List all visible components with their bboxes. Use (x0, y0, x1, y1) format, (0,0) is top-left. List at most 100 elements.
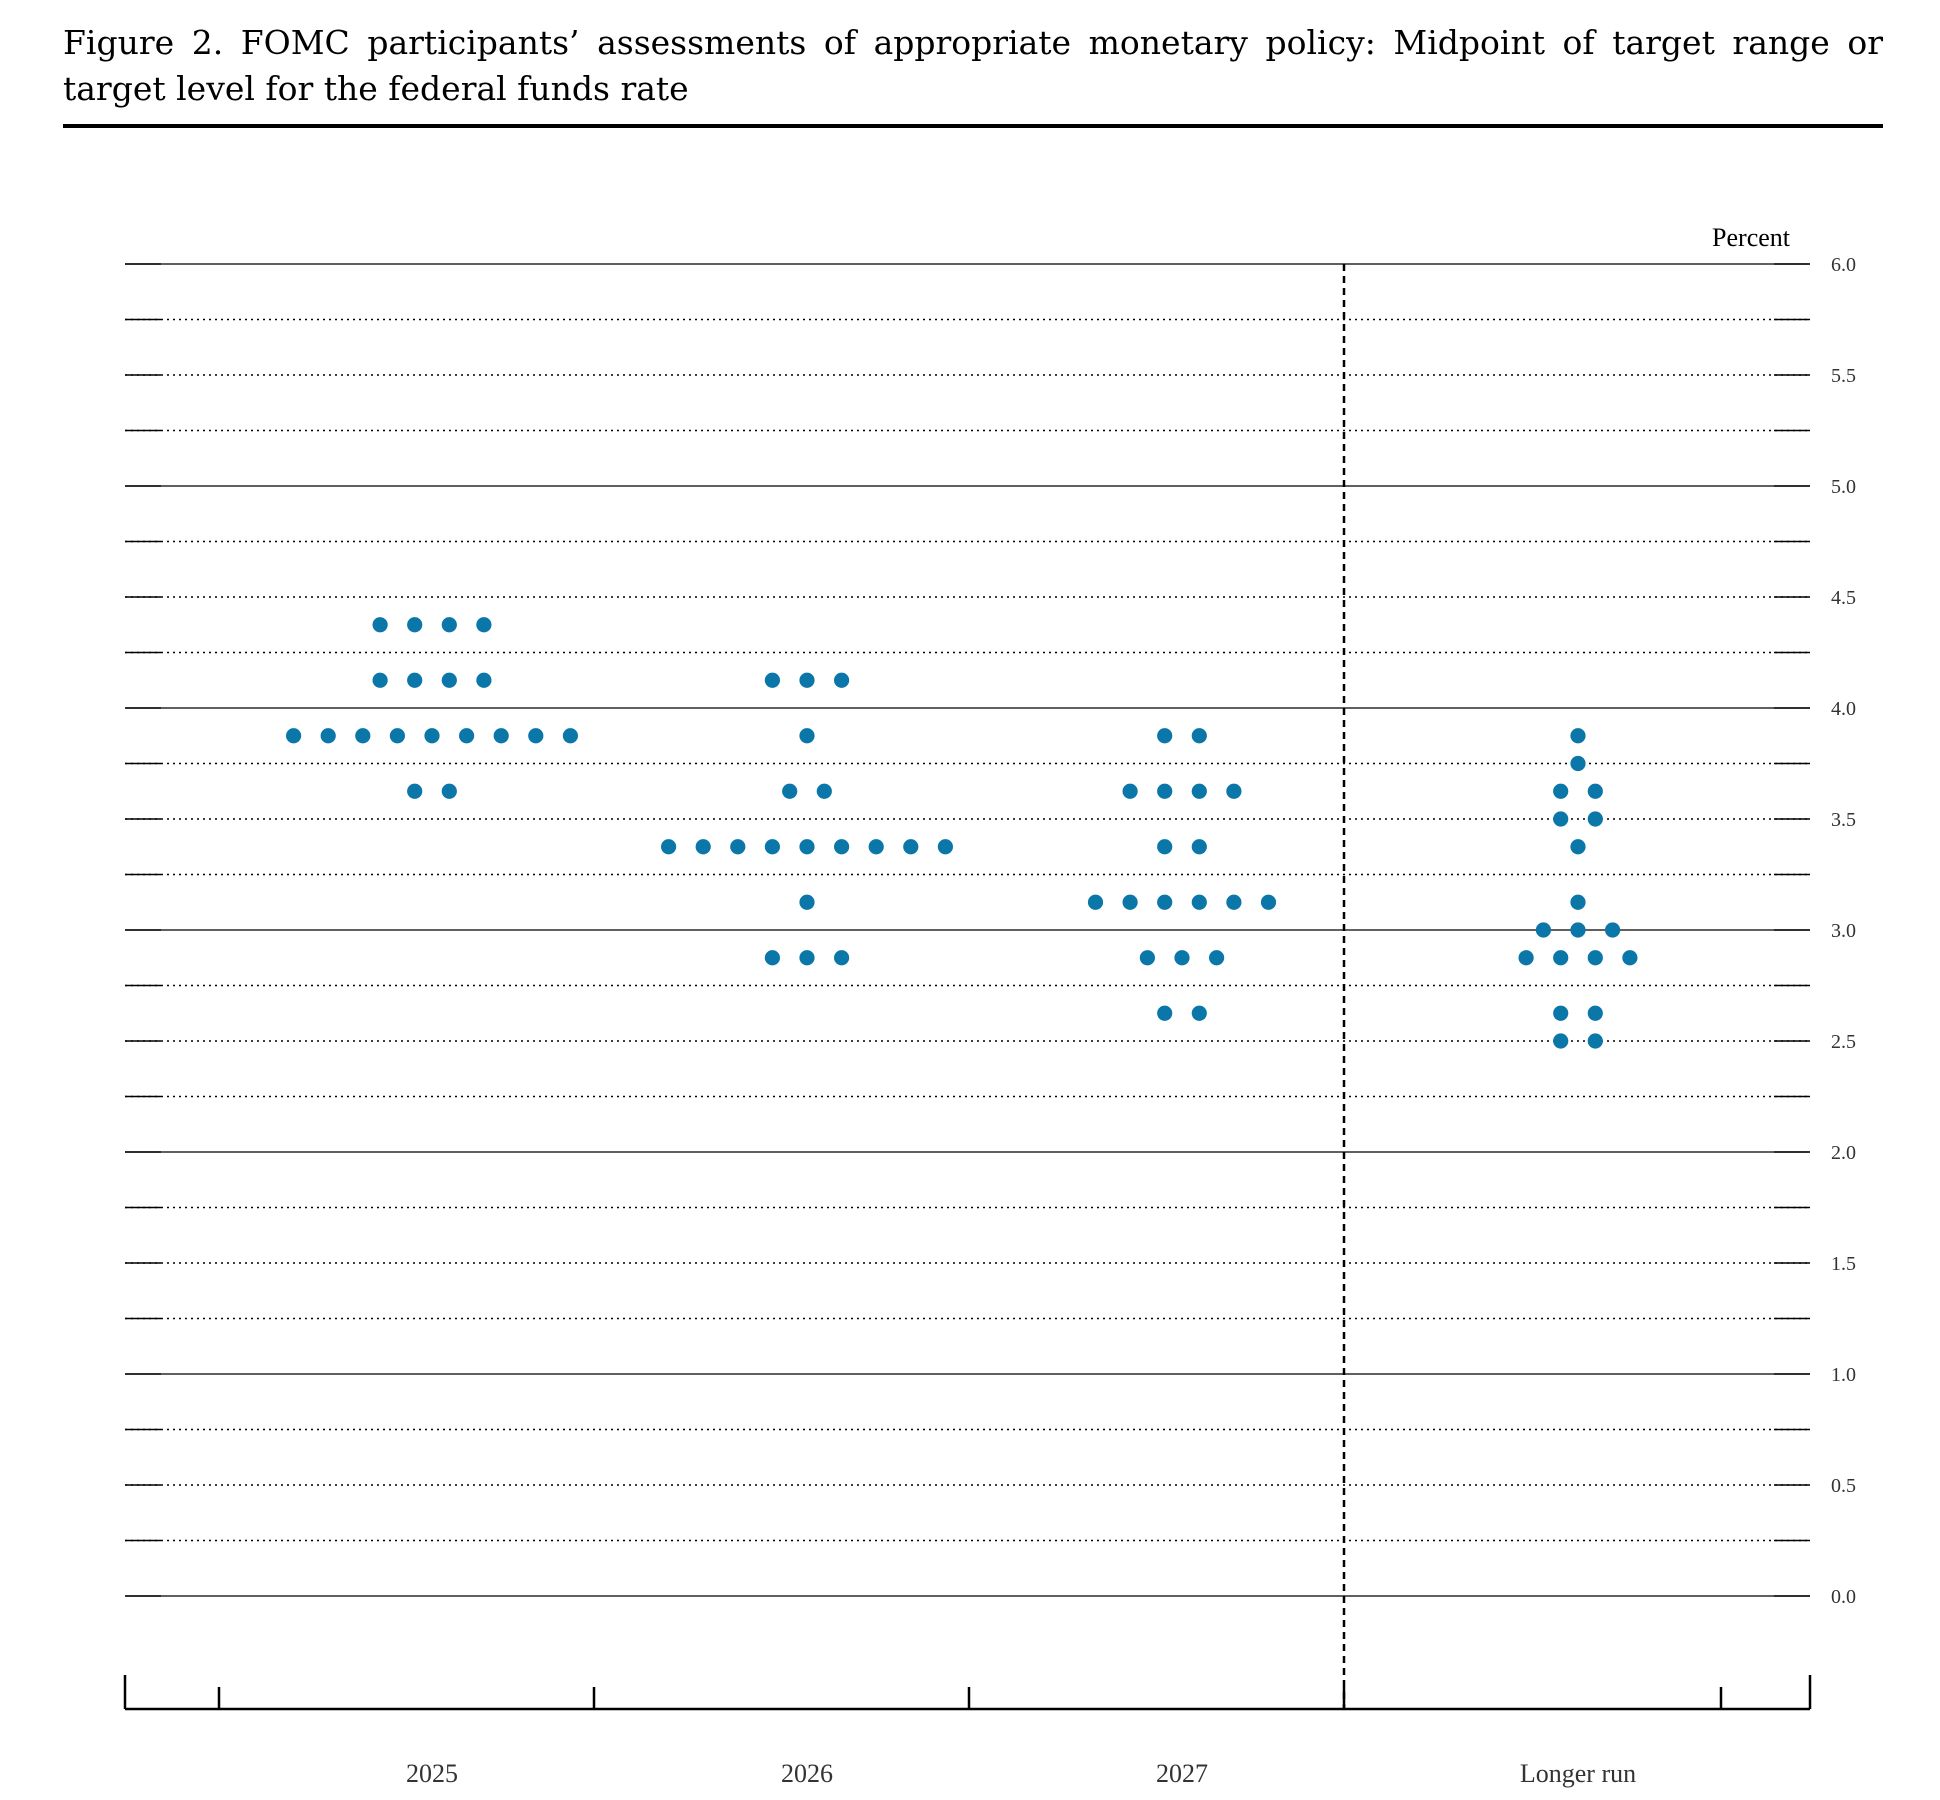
participant-dot (1553, 783, 1569, 799)
participant-dot (476, 672, 492, 688)
y-tick-label: 3.5 (1831, 809, 1856, 831)
participant-dot (903, 839, 919, 855)
participant-dot (764, 950, 781, 966)
participant-dot (493, 728, 509, 744)
participant-dot (441, 617, 457, 633)
participant-dot (730, 839, 746, 855)
participant-dot (1191, 894, 1207, 910)
grid-lines (125, 263, 1810, 1597)
figure-title: Figure 2. FOMC participants’ assessments… (63, 23, 1883, 108)
participant-dot (424, 728, 440, 744)
participant-dot (1518, 950, 1534, 966)
participant-dot (372, 672, 388, 688)
participant-dot (407, 783, 423, 799)
participant-dot (1605, 922, 1621, 938)
participant-dot (764, 672, 781, 688)
y-tick-label: 0.5 (1831, 1475, 1856, 1497)
participant-dot (459, 728, 475, 744)
participant-dot (1587, 950, 1603, 966)
participant-dot (799, 950, 815, 966)
participant-dot (695, 839, 711, 855)
participant-dot (1587, 811, 1603, 827)
participant-dot (441, 672, 457, 688)
participant-dot (937, 839, 954, 855)
participant-dot (441, 783, 457, 799)
participant-dot (1174, 950, 1190, 966)
participant-dot (1553, 811, 1569, 827)
participant-dot (1535, 922, 1551, 938)
participant-dot (372, 617, 388, 633)
participant-dot (1191, 783, 1207, 799)
participant-dot (1570, 922, 1586, 938)
participant-dot (1157, 1005, 1173, 1021)
x-category-label: Longer run (1520, 1759, 1636, 1788)
participant-dot (1260, 894, 1277, 910)
participant-dot (799, 839, 815, 855)
participant-dot (1139, 950, 1155, 966)
y-tick-label: 4.0 (1831, 698, 1856, 720)
participant-dot (1570, 894, 1586, 910)
participant-dot (407, 672, 423, 688)
participant-dot (1191, 728, 1207, 744)
participant-dot (1570, 728, 1586, 744)
y-tick-label: 6.0 (1831, 254, 1856, 276)
y-tick-label: 0.0 (1831, 1586, 1856, 1608)
x-category-label: 2027 (1156, 1759, 1208, 1788)
participant-dot (1122, 894, 1138, 910)
x-category-label: 2025 (406, 1759, 458, 1788)
participant-dot (1087, 894, 1104, 910)
participant-dot (1587, 1005, 1603, 1021)
participant-dot (1226, 894, 1242, 910)
y-tick-label: 1.0 (1831, 1364, 1856, 1386)
participant-dot (1570, 755, 1586, 772)
participant-dot (1226, 783, 1242, 799)
participant-dot (799, 672, 815, 688)
participant-dot (661, 839, 677, 855)
participant-dot (476, 617, 492, 633)
y-tick-label: 2.5 (1831, 1031, 1856, 1053)
y-axis-ticks: 0.0 0.5 1.0 1.5 2.0 2.5 3.0 3.5 4.0 4.5 5.0 5.5 6.0 (1831, 254, 1856, 1608)
y-tick-label: 5.5 (1831, 365, 1856, 387)
participant-dot (562, 728, 579, 744)
participant-dot (1553, 1033, 1569, 1049)
y-tick-label: 3.0 (1831, 920, 1856, 942)
participant-dot (834, 672, 850, 688)
title-rule (63, 124, 1883, 128)
participant-dot (1570, 839, 1586, 855)
y-tick-label: 2.0 (1831, 1142, 1856, 1164)
y-tick-label: 4.5 (1831, 587, 1856, 609)
participant-dot (1553, 1005, 1569, 1021)
participant-dot (1553, 950, 1569, 966)
y-tick-label: 5.0 (1831, 476, 1856, 498)
participant-dot (1122, 783, 1138, 799)
participant-dot (355, 728, 371, 744)
participant-dot (868, 839, 884, 855)
participant-dot (764, 839, 781, 855)
participant-dot (799, 728, 815, 744)
participant-dot (1157, 839, 1173, 855)
participant-dot (1587, 1033, 1603, 1049)
participant-dot (389, 728, 405, 744)
participant-dot (1622, 950, 1638, 966)
participant-dot (1587, 783, 1603, 799)
participant-dot (528, 728, 544, 744)
participant-dot (1157, 894, 1173, 910)
participant-dot (1209, 950, 1225, 966)
participant-dot (1157, 728, 1173, 744)
participant-dot (834, 839, 850, 855)
participant-dot (407, 617, 423, 633)
participant-dot (834, 950, 850, 966)
participant-dot (286, 728, 302, 744)
x-axis: 2025 2026 2027 Longer run (123, 1675, 1812, 1788)
y-tick-label: 1.5 (1831, 1253, 1856, 1275)
participant-dot (1191, 839, 1207, 855)
participant-dot (1191, 1005, 1207, 1021)
participant-dot (1157, 783, 1173, 799)
participant-dot (799, 894, 815, 910)
participant-dot (320, 728, 336, 744)
y-axis-unit-label: Percent (1712, 223, 1791, 252)
participant-dot (816, 783, 832, 799)
participant-dots (286, 617, 1638, 1049)
participant-dot (782, 783, 798, 799)
